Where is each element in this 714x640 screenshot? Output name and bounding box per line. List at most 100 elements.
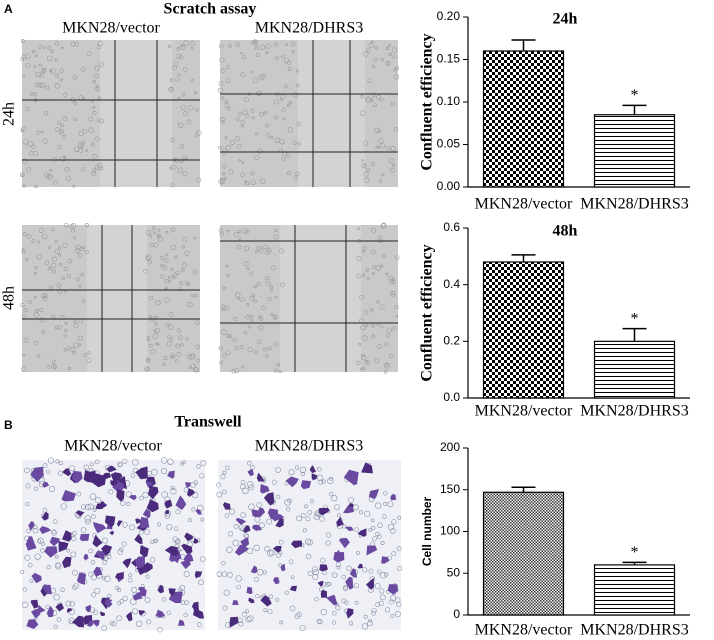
cell xyxy=(265,123,270,128)
cell xyxy=(373,57,378,62)
pore xyxy=(377,522,383,528)
cell xyxy=(358,342,362,346)
pore xyxy=(316,474,324,481)
cell xyxy=(390,101,395,106)
pore xyxy=(334,504,340,511)
pore xyxy=(396,601,402,608)
stained-cell xyxy=(41,511,49,521)
pore xyxy=(22,587,27,592)
cell xyxy=(26,234,32,239)
cell xyxy=(160,274,165,279)
cell xyxy=(254,46,259,51)
cell xyxy=(250,70,254,74)
pore xyxy=(69,600,76,607)
cell xyxy=(165,230,169,234)
pore xyxy=(180,462,184,466)
cell xyxy=(51,262,57,269)
stained-cell xyxy=(178,619,185,626)
cell xyxy=(177,167,184,173)
cell xyxy=(150,243,155,248)
cell xyxy=(196,177,202,183)
cell xyxy=(394,66,399,71)
pore xyxy=(91,574,97,581)
cell xyxy=(33,271,38,275)
cell xyxy=(33,312,40,318)
pore xyxy=(296,515,302,522)
stained-cell xyxy=(343,469,359,486)
pore xyxy=(180,600,186,606)
cell xyxy=(177,122,184,129)
cell xyxy=(164,279,169,284)
cell xyxy=(169,87,173,91)
stained-cell xyxy=(99,500,108,509)
cell xyxy=(250,108,255,113)
cell xyxy=(240,119,245,125)
cell xyxy=(381,173,385,177)
cell xyxy=(363,51,369,57)
cell xyxy=(288,67,292,71)
panel-label: B xyxy=(4,418,13,432)
cell xyxy=(95,84,99,89)
stained-cell xyxy=(126,611,133,622)
pore xyxy=(47,457,54,464)
cell xyxy=(54,41,59,46)
x-tick-label: MKN28/DHRS3 xyxy=(580,196,688,213)
cell xyxy=(71,228,75,233)
cell xyxy=(361,163,367,169)
cell xyxy=(241,365,245,369)
wound-area xyxy=(100,40,172,187)
pore xyxy=(387,501,394,508)
cell xyxy=(221,171,226,176)
cell xyxy=(222,286,227,291)
cell xyxy=(33,99,38,103)
pore xyxy=(170,486,175,490)
row-label: 24h xyxy=(1,102,18,126)
cell xyxy=(285,42,288,46)
cell xyxy=(235,292,241,298)
pore xyxy=(325,581,331,587)
cell xyxy=(144,366,150,372)
stained-cell xyxy=(348,503,354,508)
cell xyxy=(360,95,364,99)
stained-cell xyxy=(164,499,173,509)
cell xyxy=(229,139,235,146)
cell xyxy=(92,105,96,109)
cell xyxy=(175,359,179,363)
cell xyxy=(274,56,279,61)
cell xyxy=(181,268,185,272)
pore xyxy=(264,545,270,552)
stained-cell xyxy=(75,510,85,517)
cell xyxy=(97,96,101,100)
cell xyxy=(359,367,363,371)
cell xyxy=(180,343,184,347)
x-tick-label: MKN28/DHRS3 xyxy=(580,403,688,420)
stained-cell xyxy=(365,577,375,590)
cell xyxy=(295,83,300,88)
stained-cell xyxy=(30,599,39,609)
stained-cell xyxy=(106,465,117,473)
cell xyxy=(81,140,86,145)
stained-cell xyxy=(185,482,191,489)
pore xyxy=(294,613,301,620)
stained-cell xyxy=(100,611,105,616)
cell xyxy=(221,329,227,335)
stained-cell xyxy=(194,571,203,579)
cell xyxy=(148,314,153,319)
cell xyxy=(37,82,43,88)
stained-cell xyxy=(39,526,52,534)
pore xyxy=(220,474,226,480)
cell xyxy=(21,366,27,372)
cell xyxy=(57,145,62,150)
cell xyxy=(86,358,92,364)
pore xyxy=(199,556,206,562)
pore xyxy=(80,527,87,533)
cell xyxy=(384,363,389,368)
pore xyxy=(241,611,247,617)
cell xyxy=(257,148,263,154)
stained-cell xyxy=(116,489,125,502)
cell xyxy=(163,356,168,361)
stained-cell xyxy=(25,536,37,551)
cell xyxy=(367,78,373,83)
pore xyxy=(57,470,63,476)
cell xyxy=(54,248,60,254)
